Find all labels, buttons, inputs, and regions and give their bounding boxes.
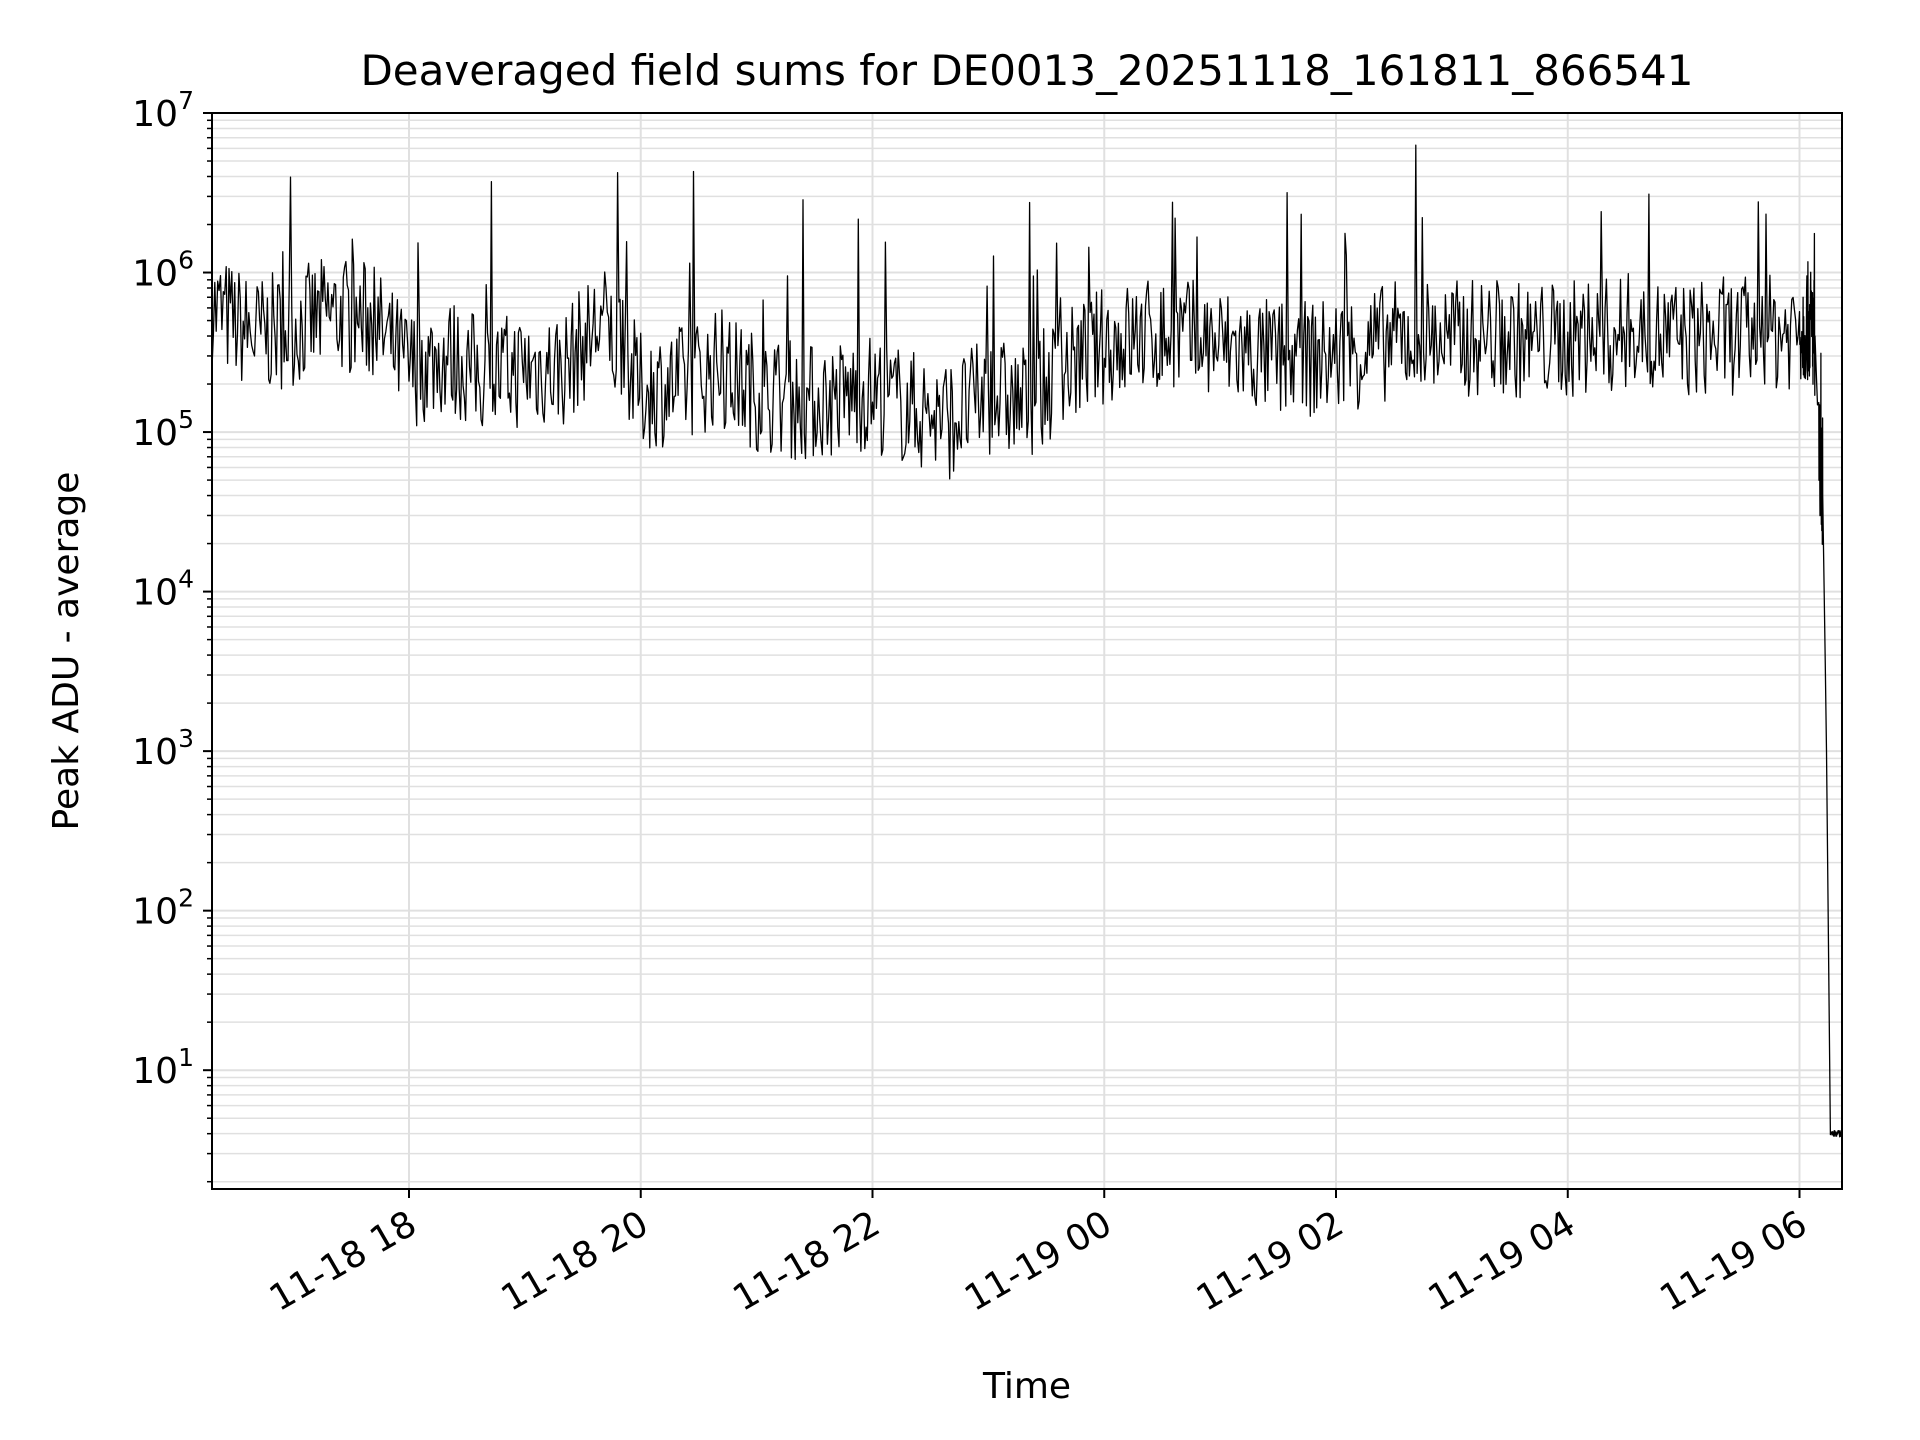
data-series [211, 144, 1843, 1138]
y-axis-label: Peak ADU - average [46, 472, 87, 831]
y-tick-label: 102 [132, 884, 194, 933]
y-tick-label: 106 [132, 246, 194, 295]
y-tick-label: 101 [132, 1043, 194, 1092]
chart-title: Deaveraged field sums for DE0013_2025111… [360, 46, 1693, 95]
y-tick-label: 105 [132, 405, 194, 454]
grid-lines [212, 112, 1842, 1189]
y-tick-label: 104 [132, 565, 194, 614]
y-tick-label: 107 [132, 86, 194, 135]
plot-frame [211, 112, 1843, 1190]
series-line [211, 144, 1843, 1138]
x-axis-label: Time [982, 1366, 1071, 1407]
y-tick-label: 103 [132, 724, 194, 773]
